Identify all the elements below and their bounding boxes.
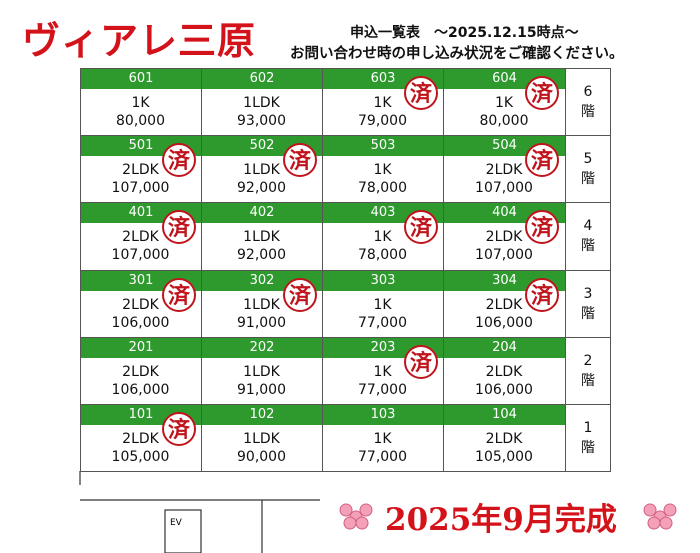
unit-price: 77,000 — [358, 314, 407, 331]
floor-number: 2 — [583, 352, 593, 369]
unit-price: 92,000 — [237, 247, 286, 264]
floor-cell — [565, 135, 611, 204]
room-number: 204 — [444, 337, 565, 358]
floor-number: 1 — [583, 420, 593, 436]
sold-stamp: 済 — [404, 344, 438, 379]
unit-price: 77,000 — [358, 449, 407, 465]
unit-price: 107,000 — [111, 247, 170, 264]
unit-price: 78,000 — [358, 180, 407, 197]
unit-price: 106,000 — [111, 381, 170, 398]
unit-type: 1K — [373, 95, 392, 111]
unit-type: 1LDK — [243, 431, 280, 447]
unit-type: 1K — [494, 95, 514, 111]
unit-type: 2LDK — [122, 363, 159, 380]
unit-type: 1LDK — [243, 229, 280, 246]
floor-cell — [565, 269, 611, 338]
room-number: 104 — [444, 405, 565, 425]
floor-cell — [565, 202, 611, 271]
floor-number: 4 — [583, 218, 593, 235]
floor-number: 6 — [583, 84, 593, 100]
sold-stamp: 済 — [404, 76, 438, 110]
sold-stamp: 済 — [162, 412, 196, 446]
room-number: 503 — [323, 136, 443, 157]
unit-type: 1K — [131, 95, 150, 111]
unit-type: 1LDK — [243, 363, 280, 380]
sold-stamp: 済 — [404, 210, 438, 245]
unit-type: 1LDK — [243, 162, 280, 179]
unit-price: 80,000 — [479, 113, 529, 129]
unit-type: 2LDK — [485, 431, 523, 447]
unit-type: 1LDK — [243, 296, 280, 313]
unit-type: 1K — [373, 162, 392, 179]
unit-type: 2LDK — [122, 296, 159, 313]
sold-stamp: 済 — [525, 210, 559, 245]
unit-type: 1LDK — [243, 95, 280, 111]
room-number: 303 — [323, 270, 443, 291]
unit-type: 2LDK — [485, 229, 523, 246]
unit-price: 105,000 — [475, 449, 533, 465]
unit-price: 77,000 — [358, 381, 407, 398]
room-number: 601 — [81, 69, 201, 89]
sold-stamp: 済 — [525, 277, 559, 312]
unit-type: 1K — [373, 363, 392, 380]
floor-suffix: 階 — [581, 171, 595, 188]
footer: 2025年9月完成 — [385, 502, 617, 538]
unit-type: 2LDK — [485, 296, 523, 313]
unit-price: 91,000 — [237, 314, 286, 331]
unit-type: 1K — [373, 431, 392, 447]
unit-price: 106,000 — [475, 314, 533, 331]
unit-type: 2LDK — [122, 229, 159, 246]
unit-price: 80,000 — [116, 113, 165, 129]
floor-suffix: 階 — [581, 238, 595, 255]
floor-suffix: 階 — [581, 440, 595, 456]
unit-price: 106,000 — [475, 381, 533, 398]
unit-price: 92,000 — [237, 180, 286, 197]
subtitle: 申込一覧表 ～2025.12.15時点～ — [350, 25, 579, 41]
unit-type: 2LDK — [122, 431, 159, 447]
unit-type: 2LDK — [122, 162, 159, 179]
unit-type: 1K — [373, 296, 392, 313]
floor-suffix: 階 — [581, 305, 595, 322]
unit-type: 2LDK — [485, 162, 523, 179]
sold-stamp: 済 — [525, 143, 559, 178]
title: ヴィアレ三原 — [22, 18, 257, 63]
unit-price: 90,000 — [237, 449, 286, 465]
room-number: 102 — [202, 405, 322, 425]
unit-price: 91,000 — [237, 381, 286, 398]
unit-price: 93,000 — [237, 113, 286, 129]
unit-price: 105,000 — [111, 449, 170, 465]
sold-stamp: 済 — [283, 277, 317, 312]
unit-price: 79,000 — [358, 113, 407, 129]
floor-number: 5 — [583, 151, 593, 168]
room-number: 103 — [323, 405, 443, 425]
sold-stamp: 済 — [162, 277, 196, 312]
sold-stamp: 済 — [162, 143, 196, 178]
room-number: 602 — [202, 69, 322, 89]
unit-price: 107,000 — [111, 180, 170, 197]
unit-price: 107,000 — [475, 180, 533, 197]
note: お問い合わせ時の申し込み状況をご確認ください。 — [290, 46, 624, 62]
floor-suffix: 階 — [581, 104, 595, 120]
unit-type: 1K — [373, 229, 392, 246]
elevator-label: EV — [170, 518, 182, 528]
sold-stamp: 済 — [162, 210, 196, 245]
sold-stamp: 済 — [283, 143, 317, 178]
unit-type: 2LDK — [485, 363, 523, 380]
floor-number: 3 — [583, 285, 593, 302]
floor-suffix: 階 — [581, 372, 595, 389]
room-number: 201 — [81, 337, 201, 358]
unit-price: 107,000 — [475, 247, 533, 264]
room-number: 202 — [202, 337, 322, 358]
unit-price: 78,000 — [358, 247, 407, 264]
floor-cell — [565, 404, 611, 473]
unit-price: 106,000 — [111, 314, 170, 331]
room-number: 402 — [202, 203, 322, 224]
sold-stamp: 済 — [525, 76, 559, 110]
